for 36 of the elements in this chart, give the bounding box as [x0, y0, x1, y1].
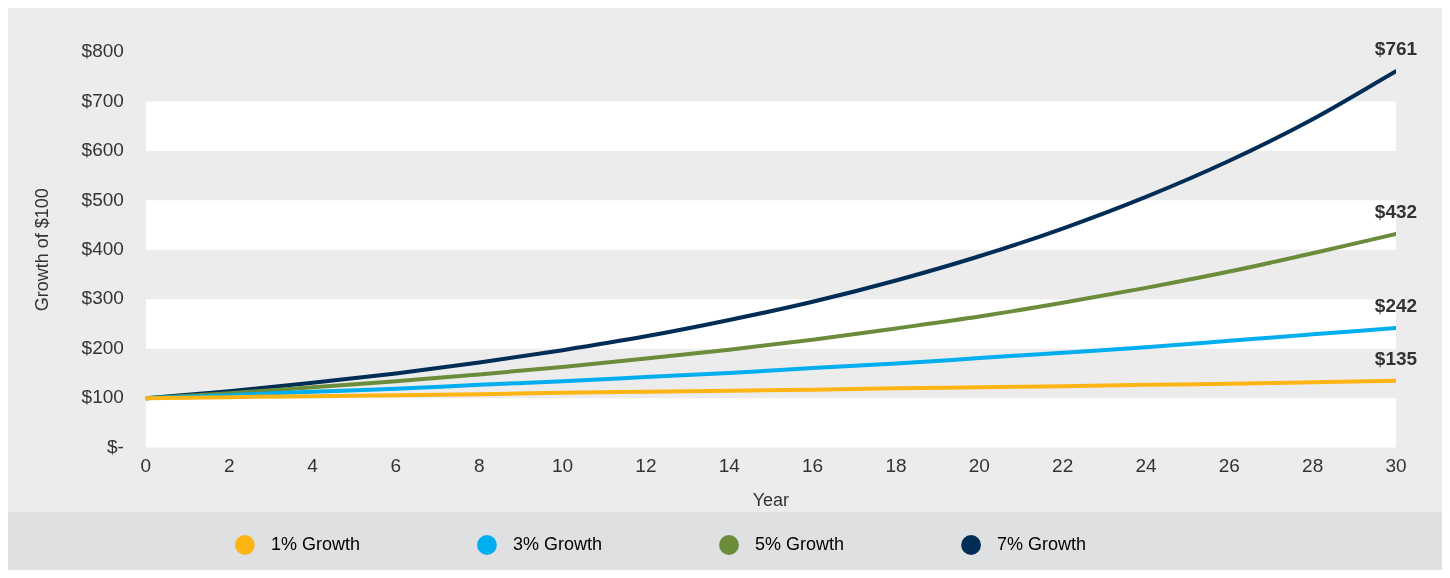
y-tick-label: $100	[81, 386, 124, 408]
x-tick-label: 26	[1218, 455, 1240, 477]
data-label: $761	[1374, 38, 1418, 60]
x-tick-label: 30	[1385, 455, 1407, 477]
y-tick-label: $600	[81, 139, 124, 161]
y-axis-title: Growth of $100	[31, 188, 52, 312]
y-tick-label: $800	[81, 40, 124, 62]
x-tick-label: 10	[552, 455, 574, 477]
y-tick-label: $200	[81, 336, 124, 358]
x-tick-label: 0	[140, 455, 152, 477]
legend-label: 1% Growth	[260, 533, 460, 554]
x-tick-label: 22	[1052, 455, 1074, 477]
y-tick-label: $700	[81, 89, 124, 111]
x-tick-label: 2	[223, 455, 235, 477]
x-tick-label: 18	[885, 455, 907, 477]
x-tick-label: 4	[307, 455, 319, 477]
legend-label: 5% Growth	[745, 533, 945, 554]
data-label: $242	[1374, 294, 1418, 316]
legend-label: 7% Growth	[987, 533, 1187, 554]
x-tick-label: 16	[802, 455, 824, 477]
x-tick-label: 24	[1135, 455, 1157, 477]
x-tick-label: 28	[1302, 455, 1324, 477]
y-tick-label: $300	[81, 287, 124, 309]
legend-label: 3% Growth	[502, 533, 703, 554]
x-tick-label: 12	[635, 455, 657, 477]
y-tick-label: $-	[106, 435, 124, 457]
data-label: $135	[1374, 347, 1418, 369]
x-tick-label: 14	[718, 455, 741, 477]
x-tick-label: 20	[968, 455, 990, 477]
y-tick-label: $500	[81, 188, 124, 210]
x-axis-title: Year	[752, 490, 790, 511]
x-tick-label: 6	[390, 455, 402, 477]
x-tick-label: 8	[473, 455, 485, 477]
y-tick-label: $400	[81, 238, 124, 260]
line-series	[145, 378, 1396, 401]
data-label: $432	[1374, 200, 1418, 222]
